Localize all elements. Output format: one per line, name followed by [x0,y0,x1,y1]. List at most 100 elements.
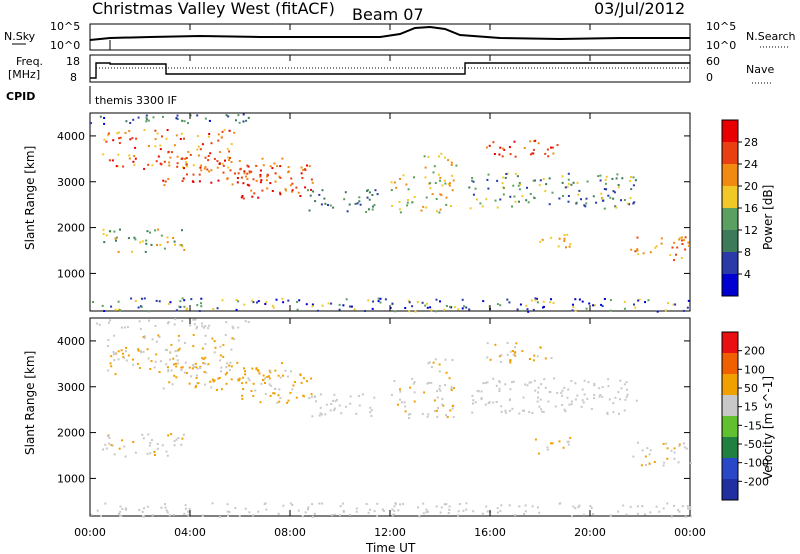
echo-point [229,157,231,159]
echo-point [541,238,544,241]
echo-point [116,132,119,135]
echo-point [113,230,116,233]
echo-point [439,389,442,392]
echo-point [199,365,202,368]
echo-point [127,354,130,357]
echo-point [174,350,177,353]
echo-point [195,385,197,387]
echo-point [373,204,376,206]
echo-point [606,413,609,415]
echo-point [394,502,397,505]
echo-point [154,229,157,232]
echo-point [181,437,184,440]
nsearch-tick-bottom: 10^0 [706,39,736,52]
echo-point [437,407,439,409]
echo-point [208,324,211,327]
echo-point [506,172,509,175]
echo-point [166,322,169,325]
echo-point [532,308,535,311]
echo-point [430,309,433,312]
echo-point [181,229,183,232]
echo-point [250,299,253,302]
echo-point [151,164,154,167]
echo-point [274,172,277,175]
echo-point [181,119,184,122]
colorbar-segment [722,353,738,375]
echo-point [218,376,221,379]
echo-point [411,377,414,380]
echo-point [184,507,187,510]
echo-point [384,298,387,301]
echo-point [235,308,238,311]
echo-point [381,508,384,511]
echo-point [165,363,168,366]
echo-point [449,409,452,412]
echo-point [167,369,170,371]
echo-point [515,342,518,345]
echo-point [626,393,629,396]
echo-point [308,396,311,399]
y-tick-label: 4000 [57,335,85,348]
echo-point [118,512,120,515]
echo-point [177,437,180,439]
echo-point [301,177,304,179]
echo-point [137,116,140,119]
colorbar-tick-label: -50 [744,438,762,451]
echo-point [207,159,210,162]
colorbar-segment [722,208,738,231]
echo-point [567,182,570,185]
echo-point [680,257,683,259]
echo-point [140,350,142,353]
echo-point [417,506,420,509]
echo-point [565,246,567,249]
echo-point [534,438,537,441]
nsky-tick-bottom: 10^0 [50,39,80,52]
echo-point [155,340,158,343]
echo-point [682,309,685,312]
echo-point [118,308,120,311]
echo-point [372,300,375,303]
echo-point [496,507,499,510]
echo-point [257,510,260,513]
echo-point [148,444,151,447]
echo-point [156,447,159,450]
echo-point [334,400,337,403]
echo-point [441,397,444,400]
echo-point [223,128,226,131]
echo-point [306,380,308,383]
echo-point [299,374,302,377]
echo-point [339,505,342,508]
echo-point [222,343,225,346]
echo-point [422,512,425,515]
x-tick-label: 16:00 [474,526,506,539]
cpid-label: CPID [6,90,35,103]
echo-point [306,164,308,167]
echo-point [274,387,277,390]
echo-point [199,148,202,151]
echo-point [472,180,475,183]
echo-point [532,196,535,199]
echo-point [191,367,194,370]
echo-point [621,177,624,180]
echo-point [369,411,372,414]
echo-point [130,250,133,253]
echo-point [391,514,394,517]
echo-point [265,179,268,182]
echo-point [142,350,145,353]
echo-point [109,319,112,322]
echo-point [379,297,382,300]
x-tick-label: 08:00 [274,526,306,539]
echo-point [151,338,154,341]
echo-point [193,323,196,326]
echo-point [175,117,178,120]
echo-point [311,305,314,308]
echo-point [425,511,428,514]
echo-point [439,208,442,211]
echo-point [217,179,220,182]
echo-point [560,391,563,394]
echo-point [674,303,677,306]
echo-point [623,409,626,412]
echo-point [496,206,499,209]
echo-point [271,304,274,307]
echo-point [406,204,409,207]
